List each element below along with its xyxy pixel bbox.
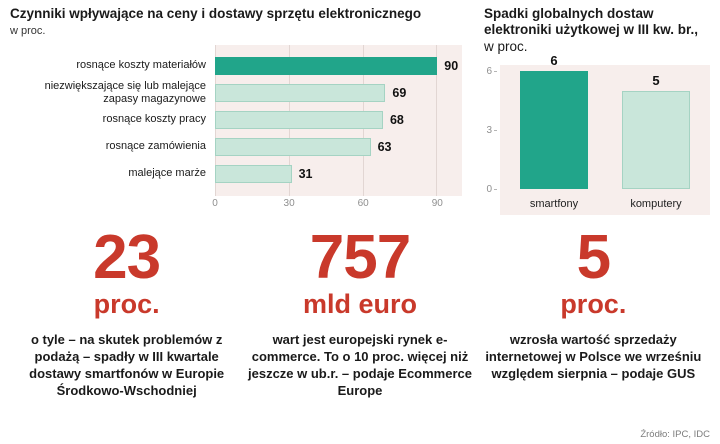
stat-value: 23 bbox=[93, 223, 161, 293]
category-label: rosnące zamówienia bbox=[105, 140, 206, 153]
drops-chart-block: Spadki globalnych dostaw elektroniki uży… bbox=[484, 6, 710, 216]
bar-value-label: 63 bbox=[377, 139, 392, 154]
source-note: Źródło: IPC, IDC bbox=[640, 429, 710, 440]
bar bbox=[215, 137, 371, 156]
bar-value-label: 68 bbox=[389, 112, 404, 127]
x-axis-tick-label: 60 bbox=[357, 198, 369, 210]
bar-row: malejące marże 31 bbox=[10, 160, 462, 187]
bar-row: rosnące koszty pracy 68 bbox=[10, 106, 462, 133]
stat-description: wzrosła wartość sprzedaży internetowej w… bbox=[485, 331, 702, 382]
bar-track: 31 bbox=[215, 160, 462, 187]
category-label: smartfony bbox=[529, 198, 579, 211]
factors-chart-subtitle: w proc. bbox=[10, 25, 46, 38]
factors-chart-block: Czynniki wpływające na ceny i dostawy sp… bbox=[10, 6, 462, 215]
bar-value-label: 69 bbox=[392, 85, 407, 100]
bar-track: 63 bbox=[215, 133, 462, 160]
category-label: niezwiększające się lub malejące zapasy … bbox=[44, 80, 206, 105]
stat-block-supply-drop: 23 proc. o tyle – na skutek problemów z … bbox=[10, 223, 243, 399]
category-label: malejące marże bbox=[128, 167, 206, 180]
bar-track: 68 bbox=[215, 106, 462, 133]
drops-title-bold: Spadki globalnych dostaw elektroniki uży… bbox=[484, 6, 699, 38]
bar-row: rosnące zamówienia 63 bbox=[10, 133, 462, 160]
factors-chart-title: Czynniki wpływające na ceny i dostawy sp… bbox=[10, 6, 422, 21]
bar: 5 bbox=[622, 73, 690, 190]
drops-bar-chart: 0 3 6 smartfony komputery 6 5 bbox=[484, 53, 710, 216]
bar-value-label: 5 bbox=[652, 73, 660, 89]
bar-row: rosnące koszty materiałów 90 bbox=[10, 52, 462, 79]
x-axis-tick-label: 30 bbox=[283, 198, 295, 210]
bar-row: niezwiększające się lub malejące zapasy … bbox=[10, 79, 462, 106]
drops-chart-title: Spadki globalnych dostaw elektroniki uży… bbox=[484, 6, 710, 55]
bar bbox=[215, 110, 383, 129]
stat-description: o tyle – na skutek problemów z podażą – … bbox=[29, 331, 225, 399]
category-label: komputery bbox=[630, 198, 682, 211]
bar bbox=[215, 56, 438, 75]
y-axis-tick-label: 3 bbox=[486, 126, 497, 136]
charts-row: Czynniki wpływające na ceny i dostawy sp… bbox=[10, 6, 710, 216]
y-axis-tick-label: 0 bbox=[486, 185, 497, 195]
bar-track: 69 bbox=[215, 79, 462, 106]
stats-row: 23 proc. o tyle – na skutek problemów z … bbox=[10, 223, 710, 399]
bar-value-label: 31 bbox=[298, 166, 313, 181]
x-axis: 0 30 60 90 bbox=[212, 198, 462, 212]
stat-block-online-sales: 5 proc. wzrosła wartość sprzedaży intern… bbox=[477, 223, 710, 399]
x-axis-tick-label: 90 bbox=[431, 198, 443, 210]
bar-value-label: 90 bbox=[444, 58, 459, 73]
stat-description: wart jest europejski rynek e-commerce. T… bbox=[248, 331, 472, 399]
stat-unit: mld euro bbox=[302, 289, 417, 320]
bar bbox=[215, 83, 386, 102]
bar-rows: rosnące koszty materiałów 90 niezwiększają… bbox=[10, 52, 462, 187]
bar-track: 90 bbox=[215, 52, 462, 79]
category-label: rosnące koszty materiałów bbox=[76, 59, 206, 72]
stat-unit: proc. bbox=[93, 289, 160, 320]
stat-value: 5 bbox=[576, 223, 611, 293]
bar bbox=[215, 164, 292, 183]
bar-value-label: 6 bbox=[550, 53, 558, 69]
x-axis-tick-label: 0 bbox=[212, 198, 218, 210]
y-axis: 0 3 6 bbox=[484, 65, 500, 215]
stat-block-ecommerce: 757 mld euro wart jest europejski rynek … bbox=[243, 223, 476, 399]
category-label: rosnące koszty pracy bbox=[102, 113, 206, 126]
bar: 6 bbox=[520, 53, 588, 190]
category-labels: smartfony komputery bbox=[500, 198, 710, 210]
plot-area: smartfony komputery 6 5 bbox=[500, 53, 710, 216]
factors-bar-chart: rosnące koszty materiałów 90 niezwiększają… bbox=[10, 45, 462, 197]
stat-value: 757 bbox=[309, 223, 411, 293]
stat-unit: proc. bbox=[560, 289, 627, 320]
y-axis-tick-label: 6 bbox=[486, 67, 497, 77]
drops-title-unit: w proc. bbox=[484, 38, 528, 54]
